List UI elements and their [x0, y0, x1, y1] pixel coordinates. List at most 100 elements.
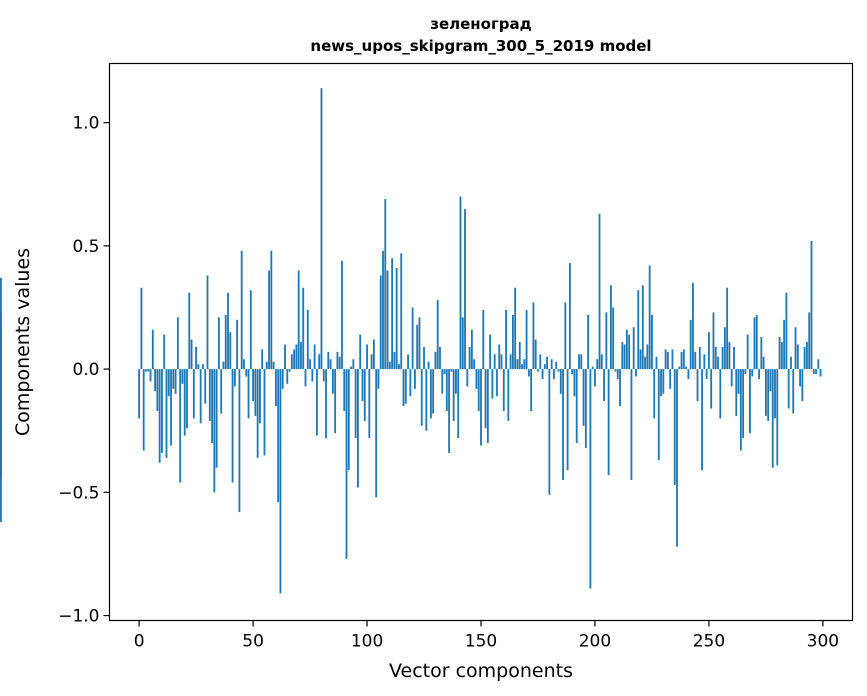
bar — [603, 369, 605, 402]
bar — [637, 290, 640, 370]
bar — [600, 354, 603, 370]
bar — [252, 369, 254, 402]
bar — [749, 369, 751, 434]
bar — [673, 369, 676, 485]
bar — [270, 250, 273, 370]
bar — [272, 361, 275, 370]
bar — [539, 354, 542, 370]
bar — [562, 369, 564, 481]
bar — [621, 342, 624, 370]
bar — [370, 354, 373, 370]
bar — [254, 369, 257, 416]
bar — [452, 369, 455, 421]
bar — [555, 361, 558, 370]
bar — [612, 307, 615, 370]
bar — [138, 369, 141, 419]
bar — [728, 342, 731, 370]
bar — [689, 319, 692, 370]
bar — [468, 346, 471, 370]
bar — [161, 369, 163, 453]
bar — [692, 282, 694, 370]
bar — [505, 309, 507, 370]
bar — [815, 369, 817, 375]
bar — [441, 369, 444, 394]
bar — [726, 287, 729, 370]
bar — [502, 369, 505, 412]
bar — [357, 369, 359, 488]
bar — [703, 354, 706, 370]
bar — [573, 369, 576, 397]
bar — [268, 270, 270, 370]
bar — [735, 369, 738, 416]
bar — [208, 369, 211, 421]
bar — [783, 319, 786, 370]
bar — [698, 346, 701, 370]
bar — [311, 369, 314, 382]
bar — [541, 369, 544, 379]
bar — [423, 346, 425, 370]
bar — [678, 366, 681, 370]
bar — [425, 369, 428, 431]
bar — [553, 369, 555, 379]
bar — [753, 317, 756, 370]
bar — [737, 369, 740, 394]
bar — [249, 290, 252, 370]
bar — [619, 369, 621, 407]
bar — [796, 344, 799, 370]
bar — [366, 344, 368, 370]
bar — [145, 369, 147, 372]
bar — [163, 334, 166, 370]
bar — [261, 349, 264, 370]
bar — [448, 369, 451, 453]
bar — [723, 327, 726, 370]
bar — [372, 339, 375, 370]
bar — [767, 369, 770, 421]
y-tick-label: 0.5 — [72, 237, 99, 257]
bar — [384, 199, 387, 370]
bar — [644, 356, 647, 370]
bar — [416, 324, 419, 370]
bar — [546, 356, 549, 370]
bar — [598, 213, 601, 370]
bar — [651, 314, 653, 370]
bar — [669, 369, 672, 389]
bar — [247, 369, 250, 419]
bar — [477, 369, 480, 412]
bar — [701, 369, 703, 471]
bar — [306, 309, 309, 370]
bar — [648, 265, 651, 370]
bar — [473, 359, 476, 370]
bar — [227, 292, 229, 370]
bar — [550, 359, 553, 370]
bar — [496, 369, 498, 397]
bar — [217, 317, 220, 370]
bar — [685, 366, 688, 370]
bar — [400, 253, 403, 370]
bar — [641, 285, 644, 370]
bar — [628, 334, 631, 370]
bar — [279, 369, 282, 594]
bar — [420, 369, 423, 426]
bar — [341, 260, 343, 370]
bar — [179, 369, 182, 483]
bar — [806, 342, 808, 370]
bar — [760, 337, 763, 370]
bar — [493, 354, 496, 370]
bar-series — [0, 88, 822, 594]
bar — [409, 369, 412, 397]
x-tick-label: 300 — [807, 632, 839, 652]
bar — [427, 361, 430, 370]
bar — [229, 332, 232, 370]
bar — [527, 369, 530, 377]
bar — [498, 344, 501, 370]
bar — [395, 268, 398, 370]
bar — [375, 369, 378, 498]
bar — [712, 312, 715, 370]
bar — [739, 369, 742, 451]
bar — [694, 351, 697, 370]
bar — [717, 356, 719, 370]
bar — [432, 369, 435, 414]
x-tick-label: 100 — [351, 632, 383, 652]
bar — [787, 369, 790, 409]
bar — [402, 369, 405, 407]
